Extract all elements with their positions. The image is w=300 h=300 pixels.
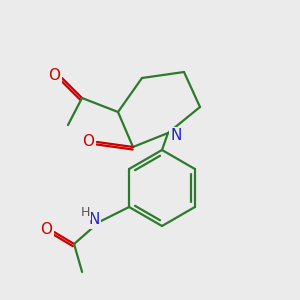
Text: H: H bbox=[80, 206, 90, 218]
Text: N: N bbox=[170, 128, 182, 143]
Text: O: O bbox=[40, 221, 52, 236]
Text: O: O bbox=[48, 68, 60, 83]
Text: N: N bbox=[88, 212, 100, 227]
Text: O: O bbox=[82, 134, 94, 149]
